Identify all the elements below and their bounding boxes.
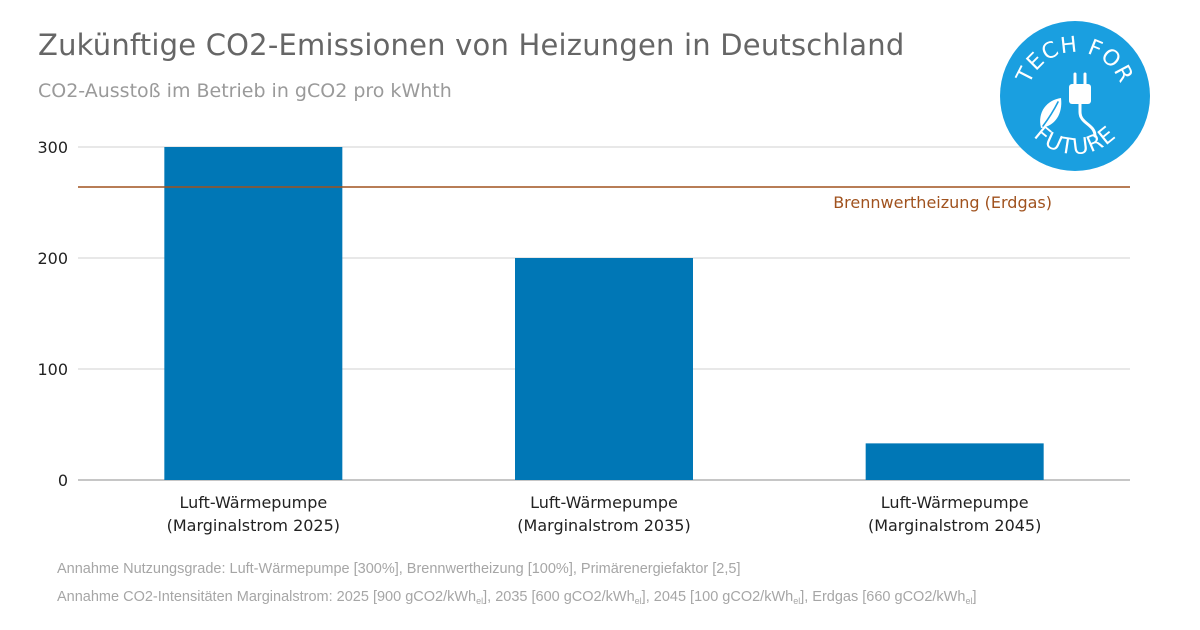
bar [164, 147, 343, 480]
bar [865, 443, 1044, 480]
chart-subtitle: CO2-Ausstoß im Betrieb in gCO2 pro kWhth [38, 80, 452, 102]
y-tick-label: 300 [37, 138, 68, 157]
x-tick-label: Luft-Wärmepumpe [530, 493, 678, 512]
reference-line-label: Brennwertheizung (Erdgas) [833, 193, 1052, 212]
plug-leaf-icon [1040, 72, 1097, 138]
y-tick-label: 0 [58, 471, 68, 490]
x-tick-label: (Marginalstrom 2035) [517, 516, 690, 535]
y-tick-label: 100 [37, 360, 68, 379]
footnote-co2-intensities: Annahme CO2-Intensitäten Marginalstrom: … [57, 589, 977, 606]
bar-chart: 0 100 200 300 Luft-Wärmepumpe (Marginalstrom … [37, 138, 1130, 535]
bar [515, 258, 693, 480]
x-tick-label: Luft-Wärmepumpe [881, 493, 1029, 512]
y-tick-label: 200 [37, 249, 68, 268]
x-tick-label: (Marginalstrom 2025) [167, 516, 340, 535]
x-tick-label: Luft-Wärmepumpe [179, 493, 327, 512]
tech-for-future-logo: TECH FOR FUTURE [1000, 21, 1150, 171]
footnote-usage-rates: Annahme Nutzungsgrade: Luft-Wärmepumpe [… [57, 561, 741, 577]
chart-title: Zukünftige CO2-Emissionen von Heizungen … [38, 28, 905, 62]
x-tick-label: (Marginalstrom 2045) [868, 516, 1041, 535]
